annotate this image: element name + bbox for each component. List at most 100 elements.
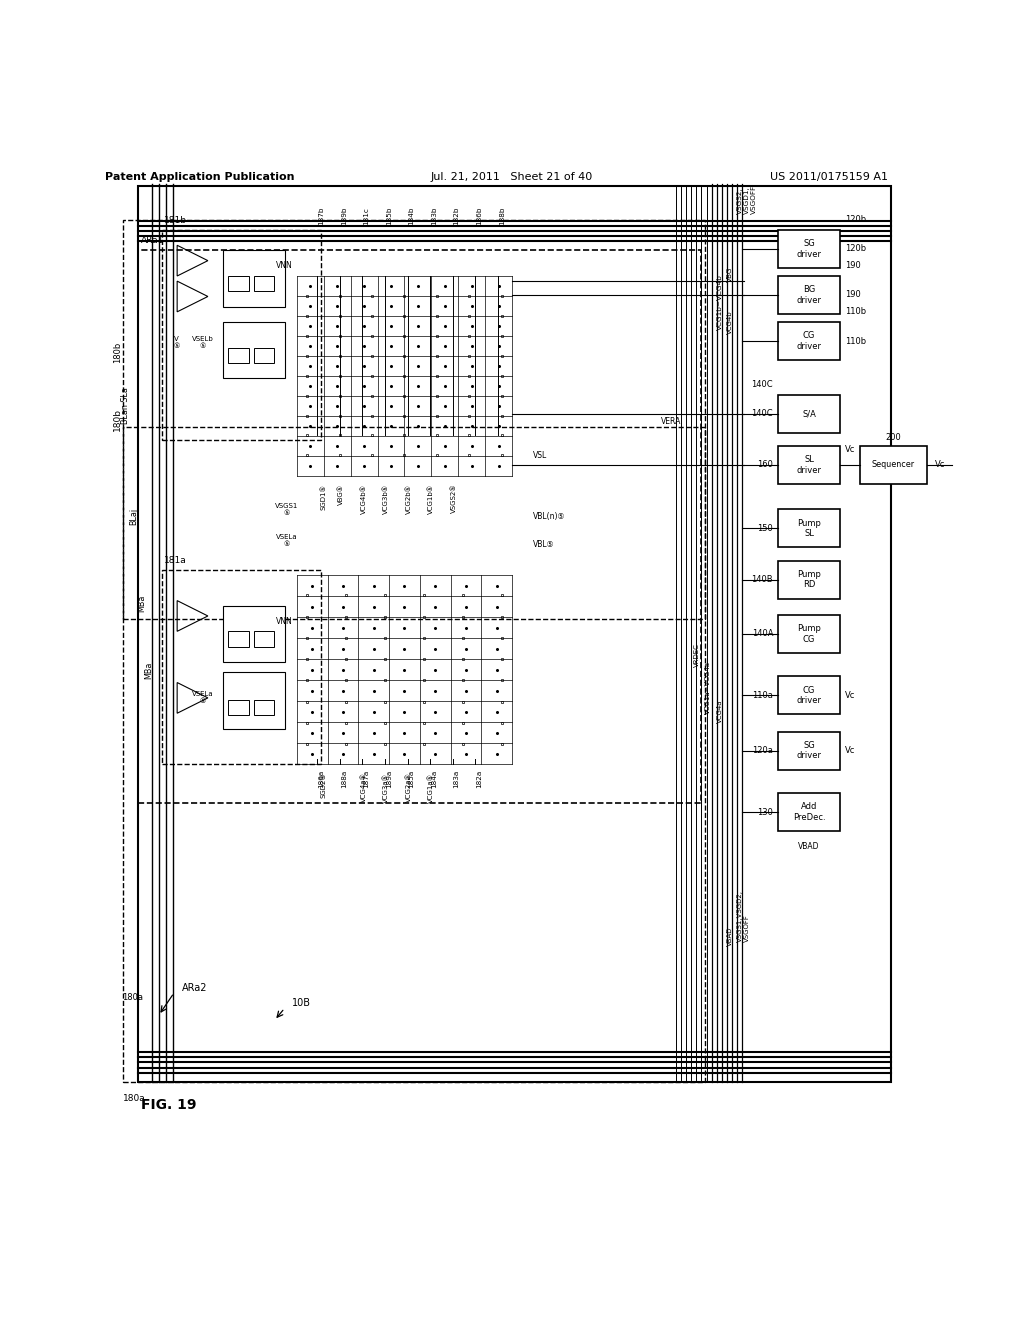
Text: 182b: 182b [454,206,460,224]
Bar [778,793,840,832]
Bar [162,230,321,440]
Bar [254,347,274,363]
Bar [778,230,840,268]
Bar [228,631,249,647]
Text: VCG4a⑤: VCG4a⑤ [360,772,367,803]
Text: BG
driver: BG driver [797,285,821,305]
Text: Vc: Vc [845,445,855,454]
Bar [162,570,321,764]
Text: VCG1a~VCG4a: VCG1a~VCG4a [705,661,711,714]
Bar [778,561,840,598]
Text: 140A: 140A [752,630,773,639]
Bar [778,395,840,433]
Text: 189a: 189a [386,770,392,788]
Text: FIG. 19: FIG. 19 [141,1098,197,1113]
Text: 10B: 10B [292,998,311,1008]
Text: SL
driver: SL driver [797,455,821,475]
Text: VSELb
⑤: VSELb ⑤ [191,337,214,348]
Text: VSGS2,
VSGD1,
VSGOFF: VSGS2, VSGD1, VSGOFF [737,185,758,214]
Text: VCG4a: VCG4a [717,700,723,723]
Text: VSELa
⑤: VSELa ⑤ [191,692,214,705]
Bar [778,615,840,653]
Bar [860,446,927,484]
Bar [123,426,705,1082]
Text: 190: 190 [845,290,860,300]
Text: Pump
CG: Pump CG [797,624,821,644]
Text: 140B: 140B [752,576,773,585]
Bar [223,251,285,306]
Text: 188b: 188b [499,206,505,224]
Text: VCG1a⑤: VCG1a⑤ [428,772,434,803]
Text: Vc: Vc [845,690,855,700]
Bar [228,276,249,292]
Bar [778,676,840,714]
Bar [123,219,705,619]
Bar [254,700,274,715]
Text: VBG⑤: VBG⑤ [338,484,344,504]
Text: SGD2⑤: SGD2⑤ [321,772,327,799]
Text: 110b: 110b [845,308,866,317]
Text: V
⑤: V ⑤ [173,337,179,348]
Bar [778,276,840,314]
Text: BLan SLa: BLan SLa [121,388,130,425]
Text: 185b: 185b [386,206,392,224]
Text: 150: 150 [758,524,773,533]
Text: 190: 190 [845,261,860,271]
Text: SG
driver: SG driver [797,741,821,760]
Bar [223,606,285,663]
Text: MBa: MBa [144,661,154,678]
Text: 183b: 183b [431,206,437,224]
Text: CG
driver: CG driver [797,331,821,351]
Text: 120b: 120b [845,215,866,224]
Text: Pump
RD: Pump RD [797,570,821,589]
Text: 130: 130 [757,808,773,817]
Text: Patent Application Publication: Patent Application Publication [104,172,295,182]
Text: Jul. 21, 2011   Sheet 21 of 40: Jul. 21, 2011 Sheet 21 of 40 [431,172,593,182]
Text: 120b: 120b [845,244,866,253]
Text: 181a: 181a [164,556,186,565]
Text: VCG2b⑤: VCG2b⑤ [406,484,412,513]
Text: 180a: 180a [123,1094,145,1104]
Text: VCG4b: VCG4b [727,310,733,334]
Bar [778,446,840,484]
Text: Vc: Vc [845,746,855,755]
Text: VERA: VERA [660,417,681,426]
Bar [778,322,840,360]
Text: 181b: 181b [164,215,186,224]
Text: 180b: 180b [113,408,122,430]
Text: SG
driver: SG driver [797,239,821,259]
Text: VCG1b⑤: VCG1b⑤ [428,484,434,513]
Text: 120a: 120a [753,746,773,755]
Text: ARa2: ARa2 [182,982,208,993]
Text: VCG3b⑤: VCG3b⑤ [383,484,389,513]
Text: 180a: 180a [122,994,143,1002]
Text: BLaj: BLaj [129,508,138,525]
Text: 182a: 182a [476,770,482,788]
Text: SGD1⑤: SGD1⑤ [321,484,327,510]
Text: VCG4b⑤: VCG4b⑤ [360,484,367,513]
Text: 187b: 187b [318,206,325,224]
Text: 184b: 184b [409,206,415,224]
Text: 110b: 110b [845,337,866,346]
Bar [228,347,249,363]
Text: 185a: 185a [409,770,415,788]
Bar [228,700,249,715]
Text: 110a: 110a [753,690,773,700]
Text: VSELa
⑤: VSELa ⑤ [275,535,298,548]
Bar [138,186,891,1082]
Bar [778,731,840,770]
Text: US 2011/0175159 A1: US 2011/0175159 A1 [770,172,889,182]
Text: 189b: 189b [341,206,347,224]
Text: VSGS1
⑤: VSGS1 ⑤ [275,503,298,516]
Text: VBL(n)⑤: VBL(n)⑤ [532,512,565,521]
Text: 200: 200 [886,433,901,442]
Text: 186a: 186a [318,770,325,788]
Bar [223,322,285,379]
Text: 160: 160 [757,461,773,470]
Text: VRDEC: VRDEC [694,643,700,667]
Text: VBAD: VBAD [799,842,819,851]
Text: VNN: VNN [276,261,293,271]
Text: MBa: MBa [137,595,146,612]
Text: 187a: 187a [364,770,370,788]
Text: VBAD: VBAD [727,927,733,946]
